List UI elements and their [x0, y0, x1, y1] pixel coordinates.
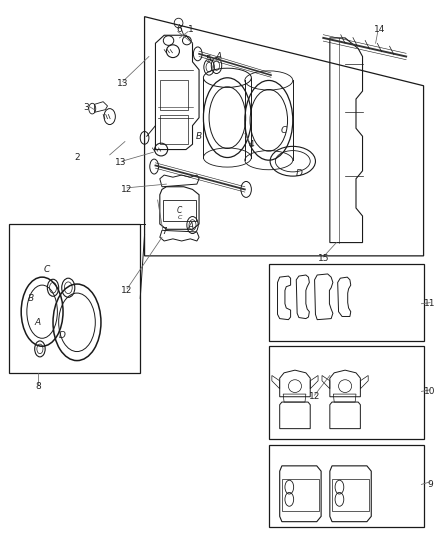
Text: 14: 14	[374, 26, 386, 35]
Text: 10: 10	[424, 387, 436, 396]
Text: 11: 11	[424, 299, 436, 308]
Text: 12: 12	[121, 185, 133, 194]
Text: 8: 8	[35, 382, 41, 391]
Text: A: A	[187, 222, 194, 231]
Text: C: C	[177, 206, 182, 215]
Text: 3: 3	[83, 102, 88, 111]
Text: C: C	[177, 215, 182, 220]
Text: 6: 6	[177, 26, 182, 35]
Bar	[269, 346, 424, 439]
Text: 2: 2	[74, 153, 80, 162]
Text: C: C	[43, 265, 49, 273]
Text: 4: 4	[248, 140, 254, 149]
Bar	[269, 445, 424, 527]
Text: 12: 12	[309, 392, 320, 401]
Text: 13: 13	[117, 78, 128, 87]
Text: D: D	[296, 169, 303, 178]
Text: 9: 9	[427, 480, 433, 489]
Text: 12: 12	[121, 286, 133, 295]
Text: C: C	[281, 126, 287, 135]
Text: 15: 15	[318, 254, 329, 263]
Text: A: A	[35, 318, 41, 327]
Text: 7: 7	[161, 228, 167, 237]
Text: 5: 5	[205, 55, 211, 63]
Text: A: A	[215, 52, 222, 61]
Bar	[160, 115, 188, 144]
Text: B: B	[28, 294, 34, 303]
Bar	[269, 264, 424, 341]
Text: 13: 13	[115, 158, 126, 167]
Text: 1: 1	[187, 26, 193, 35]
Bar	[9, 224, 140, 373]
Text: B: B	[196, 132, 202, 141]
Text: D: D	[58, 331, 65, 340]
Bar	[160, 80, 188, 110]
